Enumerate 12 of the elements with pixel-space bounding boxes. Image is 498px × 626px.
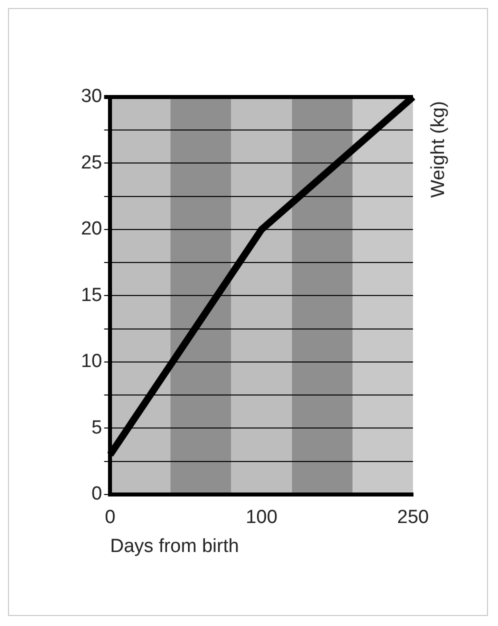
y-tick-label: 15 xyxy=(80,284,102,306)
y-tick-label: 0 xyxy=(92,484,102,505)
x-tick-label: 100 xyxy=(246,507,278,528)
y-tick-label: 30 xyxy=(80,86,102,108)
y-tick-label: 20 xyxy=(80,218,102,240)
x-tick-label: 0 xyxy=(104,507,116,528)
x-tick-label: 250 xyxy=(397,507,429,528)
y-axis-title: Weight (kg) xyxy=(428,101,450,198)
y-tick-label: 25 xyxy=(80,152,102,174)
y-tick-label: 10 xyxy=(80,351,102,372)
y-tick-label: 5 xyxy=(92,417,102,438)
x-axis-title: Days from birth xyxy=(110,536,239,557)
